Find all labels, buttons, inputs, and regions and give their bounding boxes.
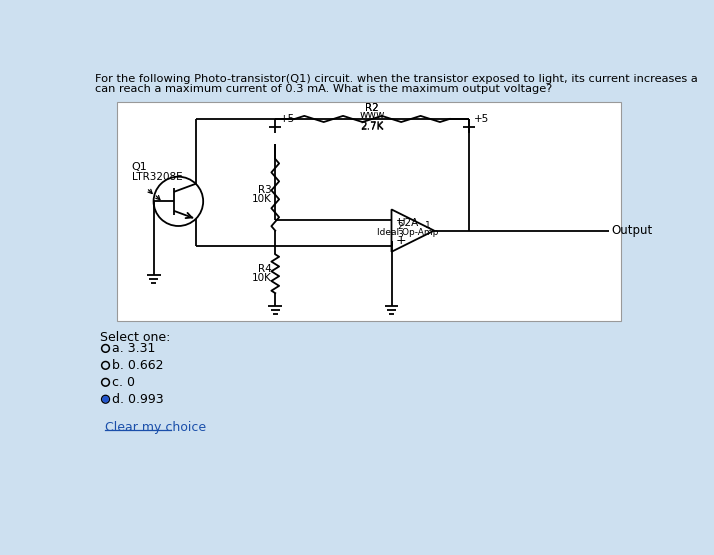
Text: Output: Output [612,224,653,237]
Text: For the following Photo-transistor(Q1) circuit. when the transistor exposed to l: For the following Photo-transistor(Q1) c… [96,74,698,84]
Text: Clear my choice: Clear my choice [105,421,206,434]
Text: d. 0.993: d. 0.993 [113,393,164,406]
Text: a. 3.31: a. 3.31 [113,342,156,355]
Text: R4: R4 [258,264,272,274]
Text: 2.7K: 2.7K [361,121,384,131]
Text: 2.7K: 2.7K [361,122,384,132]
Text: b. 0.662: b. 0.662 [113,359,164,372]
Text: R3: R3 [258,185,272,195]
Text: LTR3208E: LTR3208E [132,171,183,181]
Circle shape [103,396,109,402]
Text: 10K: 10K [252,274,272,284]
Text: +: + [396,234,406,247]
Text: 1: 1 [425,221,431,230]
Text: +5: +5 [473,114,489,124]
Text: Q1: Q1 [132,163,148,173]
Text: 3: 3 [397,230,403,239]
Text: U2A: U2A [397,218,418,228]
Text: Select one:: Select one: [100,331,171,345]
Text: can reach a maximum current of 0.3 mA. What is the maximum output voltage?: can reach a maximum current of 0.3 mA. W… [96,84,553,94]
Text: 2: 2 [397,223,403,231]
Text: +5: +5 [280,114,295,124]
Text: Ideal Op-Amp: Ideal Op-Amp [377,229,438,238]
Text: 10K: 10K [252,194,272,204]
Text: −: − [396,216,405,226]
Text: www: www [359,110,385,120]
Text: R2: R2 [366,103,379,113]
Text: R2: R2 [366,103,379,113]
FancyBboxPatch shape [117,102,621,321]
Text: c. 0: c. 0 [113,376,136,389]
